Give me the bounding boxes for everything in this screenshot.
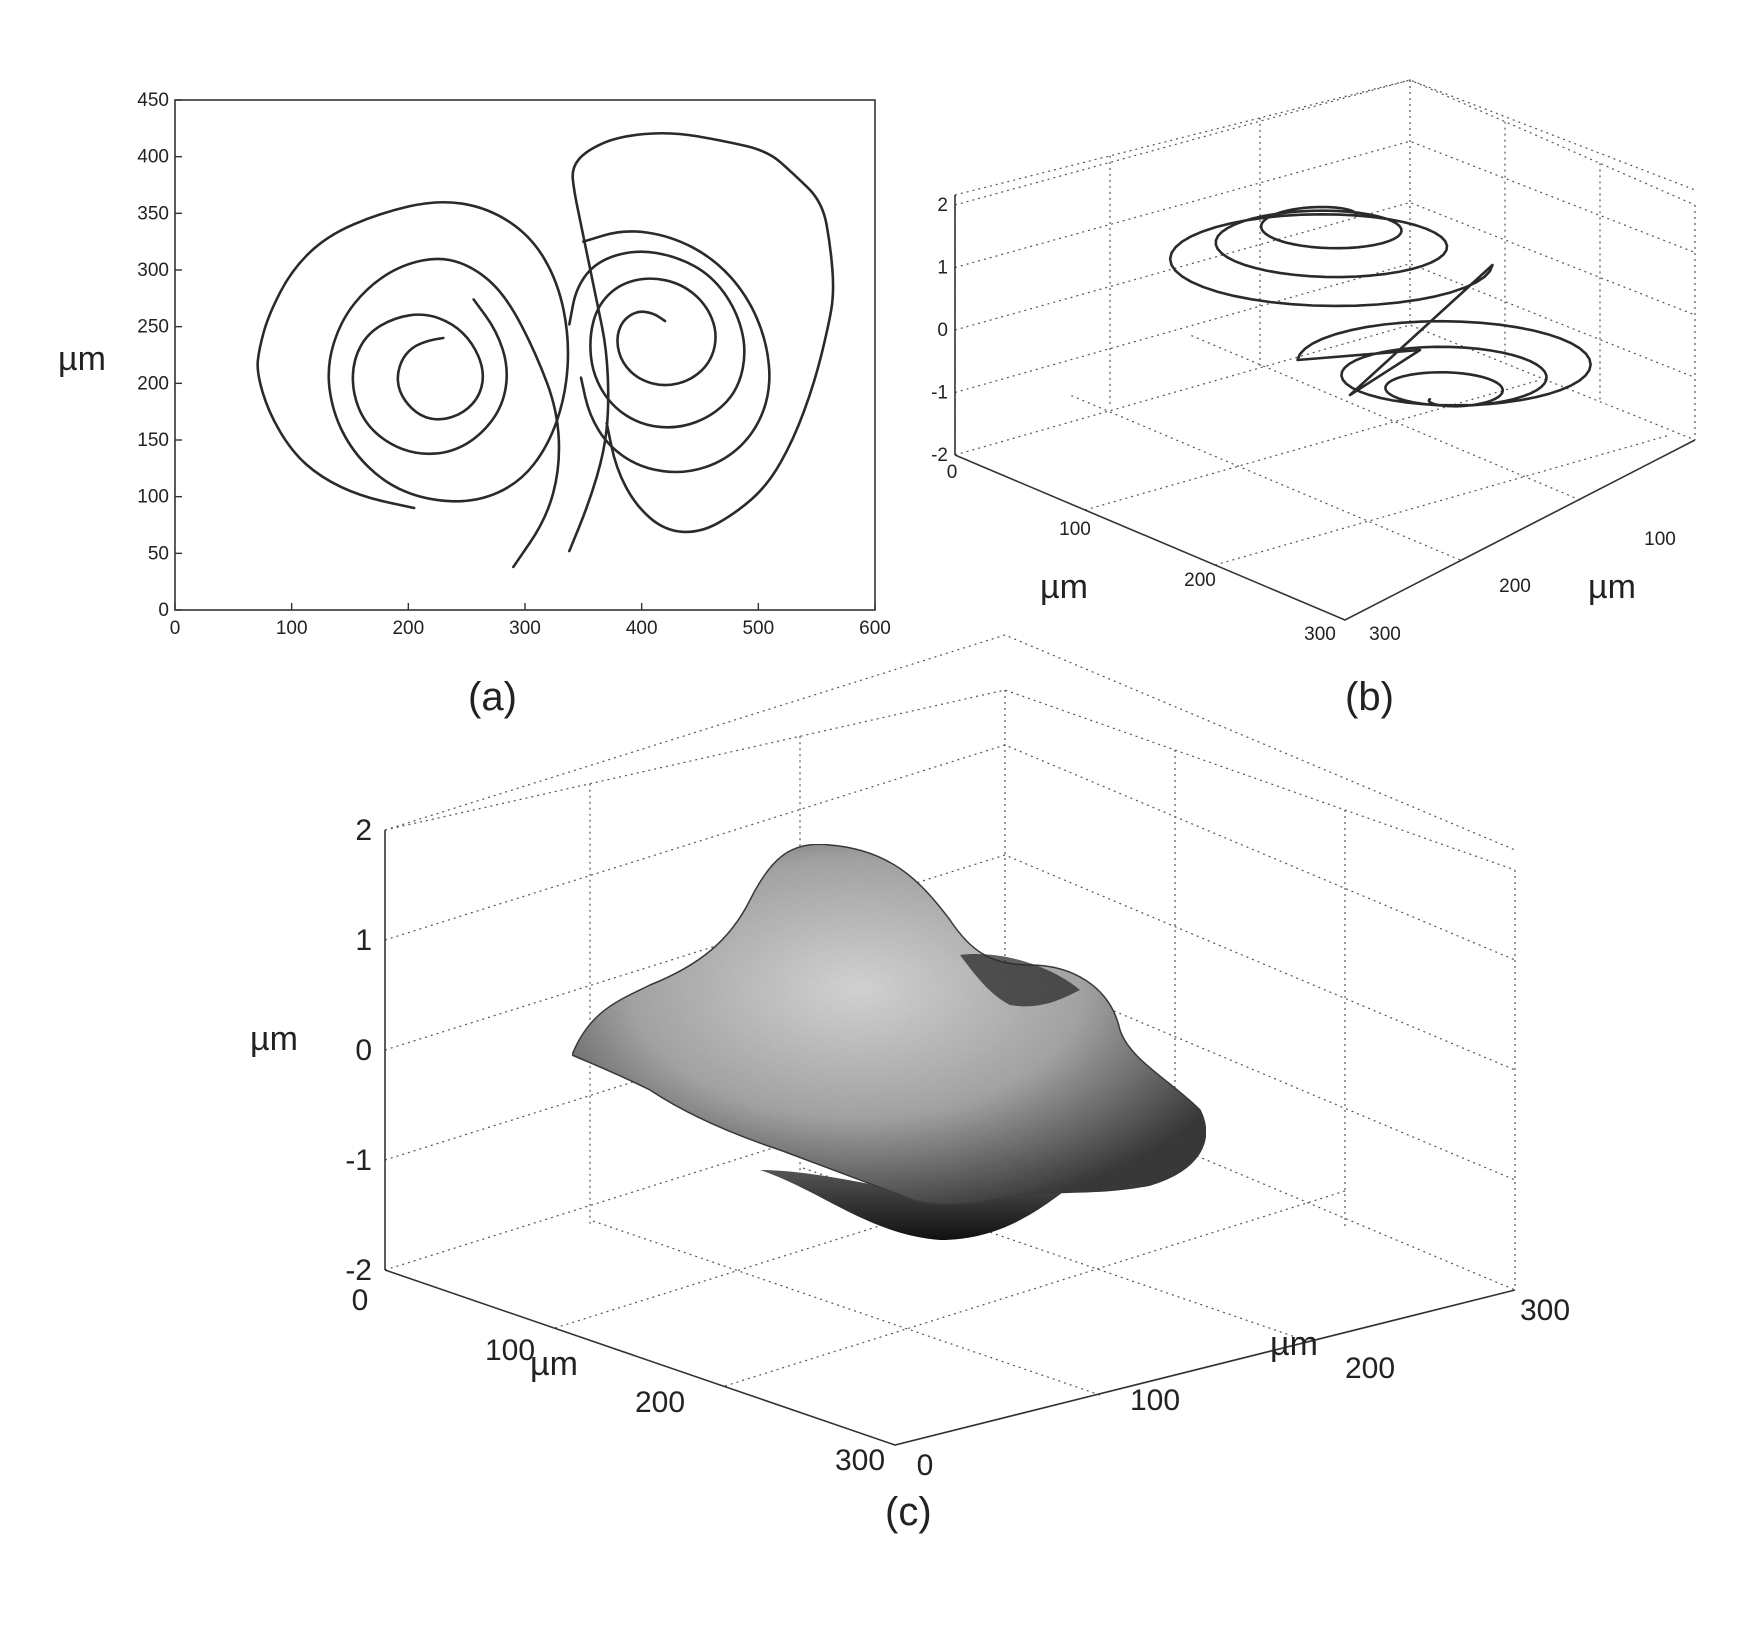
panel-a-x-ticks: 0 100 200 300 400 500 600: [170, 603, 891, 639]
panel-c-x-tick-label: 100: [485, 1334, 535, 1367]
panel-b-z-tick-label: 1: [937, 258, 948, 279]
panel-c-grid-line: [384, 854, 1516, 1071]
panel-a-series-line: [351, 298, 509, 456]
panel-b-grid-line: [1214, 434, 1671, 566]
panel-a-series-line: [568, 131, 835, 553]
panel-c-y-tick-label: 300: [1520, 1294, 1570, 1327]
panel-a-y-tick-label: 450: [137, 90, 169, 111]
panel-b-grid-line: [954, 324, 1696, 456]
panel-a-chart: 0 100 200 300 400 500 600 0 50 100 150 200 250 300 35…: [58, 90, 891, 719]
panel-c-surface: [571, 843, 1207, 1206]
panel-c-chart: -2 -1 0 1 2 0 100 200 300 0 100 200 300 µm: [250, 634, 1570, 1534]
panel-a-y-tick-label: 0: [158, 600, 169, 621]
panel-a-x-tick-label: 0: [170, 618, 181, 639]
panel-a-label: (a): [468, 675, 517, 719]
panel-a-x-tick-label: 300: [509, 618, 541, 639]
panel-c-grid-line: [384, 634, 1516, 851]
panel-b-z-tick-label: 2: [937, 195, 948, 216]
panel-b-chart: -2 -1 0 1 2 0 100 200 300 300 200 100 µm µm (b): [931, 79, 1696, 719]
panel-b-y-tick-label: 200: [1499, 576, 1531, 597]
panel-b-z-tick-label: 0: [937, 320, 948, 341]
panel-c-x-axis-label: µm: [530, 1345, 578, 1383]
panel-c-z-axis-label: µm: [250, 1020, 298, 1058]
panel-c-surface-ridge-shadow: [960, 954, 1080, 1007]
panel-c-x-tick-label: 300: [835, 1444, 885, 1477]
panel-b-floor-axes: [954, 439, 1696, 621]
panel-a-series-line: [256, 200, 570, 569]
panel-c-x-tick-label: 200: [635, 1386, 685, 1419]
panel-c-y-axis-label: µm: [1270, 1325, 1318, 1363]
panel-c-z-tick-label: 1: [355, 924, 372, 957]
panel-b-grid-line: [954, 263, 1696, 394]
panel-a-plot-frame: [174, 99, 876, 611]
panel-a-y-tick-label: 50: [148, 543, 169, 564]
panel-b-z-tick-label: -2: [931, 445, 948, 466]
panel-b-label: (b): [1345, 675, 1394, 719]
panel-a-y-tick-label: 350: [137, 203, 169, 224]
panel-c-x-tick-label: 0: [352, 1284, 369, 1317]
panel-a-series-line: [568, 250, 746, 429]
panel-b-x-tick-label: 300: [1304, 624, 1336, 645]
panel-a-x-tick-label: 600: [859, 618, 891, 639]
panel-b-y-tick-label: 100: [1644, 529, 1676, 550]
panel-b-y-axis-label: µm: [1588, 568, 1636, 606]
panel-a-x-tick-label: 500: [742, 618, 774, 639]
panel-a-y-axis-label: µm: [58, 340, 106, 378]
panel-a-x-tick-label: 200: [392, 618, 424, 639]
panel-c-grid-line: [724, 1190, 1346, 1387]
panel-a-x-tick-label: 400: [626, 618, 658, 639]
panel-b-x-tick-label: 200: [1184, 570, 1216, 591]
panel-c-grid-line: [384, 744, 1516, 961]
panel-c-ticks: -2 -1 0 1 2 0 100 200 300 0 100 200 300: [345, 814, 1570, 1482]
panel-c-z-tick-label: -1: [345, 1144, 372, 1177]
panel-a-y-tick-label: 300: [137, 260, 169, 281]
panel-b-grid-line: [1069, 394, 1461, 561]
panel-b-trajectory: [1168, 205, 1592, 408]
panel-c-z-tick-label: -2: [345, 1254, 372, 1287]
panel-a-x-tick-label: 100: [276, 618, 308, 639]
panel-c-y-tick-label: 200: [1345, 1352, 1395, 1385]
panel-a-y-tick-label: 200: [137, 373, 169, 394]
panel-b-grid-line: [954, 140, 1696, 269]
panel-b-ticks: -2 -1 0 1 2 0 100 200 300 300 200 100: [931, 195, 1676, 645]
panel-b-x-tick-label: 100: [1059, 519, 1091, 540]
panel-a-y-ticks: 0 50 100 150 200 250 300 350 400 450: [137, 90, 182, 621]
panel-b-x-axis-label: µm: [1040, 568, 1088, 606]
panel-c-floor-axes: [384, 1269, 1516, 1446]
panel-c-surface-underside: [760, 1170, 1080, 1240]
panel-a-y-tick-label: 100: [137, 487, 169, 508]
panel-b-z-tick-label: -1: [931, 383, 948, 404]
panel-b-y-tick-label: 300: [1369, 624, 1401, 645]
panel-b-grid-line: [1189, 334, 1581, 501]
panel-c-y-tick-label: 0: [917, 1449, 934, 1482]
panel-a-y-tick-label: 400: [137, 147, 169, 168]
panel-c-z-tick-label: 2: [355, 814, 372, 847]
panel-a-y-tick-label: 150: [137, 430, 169, 451]
panel-a-series-line: [579, 230, 771, 474]
panel-c-z-tick-label: 0: [355, 1034, 372, 1067]
panel-c-y-tick-label: 100: [1130, 1384, 1180, 1417]
panel-b-grid: [954, 79, 1696, 566]
panel-a-curves: [256, 131, 835, 569]
panel-b-x-tick-label: 0: [947, 462, 958, 483]
panel-b-grid-line: [954, 201, 1696, 331]
panel-b-top-wall-edge: [954, 79, 1696, 206]
panel-c-label: (c): [885, 1490, 932, 1534]
panel-c-grid-line: [589, 1219, 1101, 1396]
panel-a-y-tick-label: 250: [137, 317, 169, 338]
panel-b-grid-line: [1084, 379, 1541, 511]
panel-b-grid-line: [954, 79, 1696, 206]
